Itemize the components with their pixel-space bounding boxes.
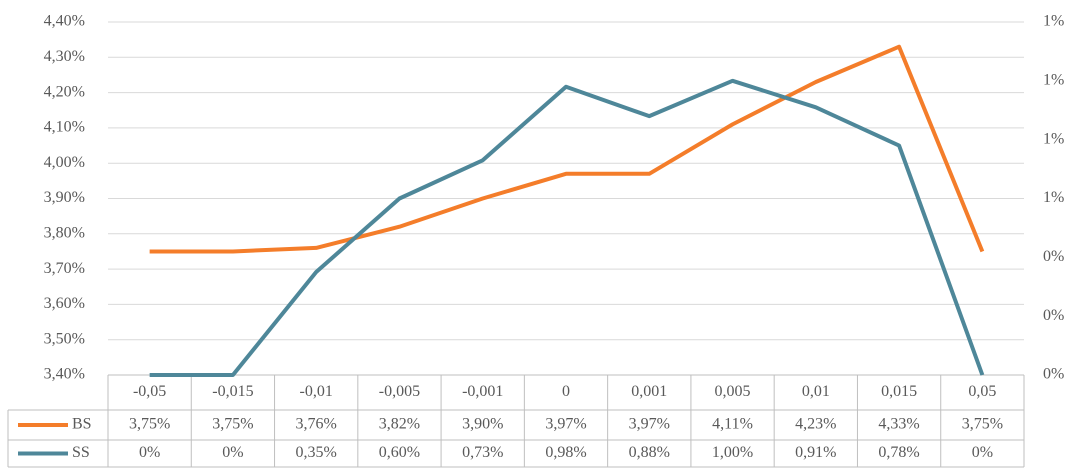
table-value: 0,91% [795, 444, 836, 461]
x-tick-label: -0,015 [212, 383, 253, 400]
y2-tick-label: 1% [1043, 72, 1064, 89]
table-value: 0% [222, 444, 243, 461]
x-tick-label: 0,015 [881, 383, 917, 400]
table-value: 0% [972, 444, 993, 461]
table-value: 3,75% [129, 416, 170, 433]
legend-label: BS [72, 416, 92, 433]
x-tick-label: 0 [562, 383, 570, 400]
y-tick-label: 4,20% [44, 83, 85, 100]
table-value: 4,11% [712, 416, 753, 433]
table-value: 3,82% [379, 416, 420, 433]
x-tick-label: -0,01 [300, 383, 333, 400]
table-value: 0,35% [296, 444, 337, 461]
y2-tick-label: 1% [1043, 130, 1064, 147]
y-tick-label: 3,80% [44, 224, 85, 241]
table-value: 0,78% [878, 444, 919, 461]
y2-tick-label: 0% [1043, 307, 1064, 324]
table-value: 3,76% [296, 416, 337, 433]
x-tick-label: 0,005 [715, 383, 751, 400]
y-tick-label: 3,40% [44, 366, 85, 383]
table-value: 3,75% [962, 416, 1003, 433]
x-tick-label: -0,005 [379, 383, 420, 400]
y-tick-label: 3,60% [44, 295, 85, 312]
table-value: 3,97% [629, 416, 670, 433]
x-tick-label: 0,01 [802, 383, 830, 400]
x-tick-label: -0,05 [133, 383, 166, 400]
y-tick-label: 4,00% [44, 154, 85, 171]
x-tick-label: -0,001 [462, 383, 503, 400]
table-value: 1,00% [712, 444, 753, 461]
table-value: 4,23% [795, 416, 836, 433]
table-value: 0,73% [462, 444, 503, 461]
y-tick-label: 4,40% [44, 13, 85, 30]
table-value: 0,60% [379, 444, 420, 461]
y-tick-label: 3,70% [44, 260, 85, 277]
y-tick-label: 4,30% [44, 48, 85, 65]
table-value: 0,98% [545, 444, 586, 461]
series-line [149, 44, 985, 254]
y2-tick-label: 1% [1043, 13, 1064, 30]
y2-tick-label: 0% [1043, 366, 1064, 383]
table-value: 3,97% [545, 416, 586, 433]
legend-label: SS [72, 444, 90, 461]
x-tick-label: 0,001 [631, 383, 667, 400]
table-value: 3,90% [462, 416, 503, 433]
x-tick-label: 0,05 [968, 383, 996, 400]
y-tick-label: 4,10% [44, 119, 85, 136]
table-value: 3,75% [212, 416, 253, 433]
table-value: 4,33% [878, 416, 919, 433]
y-tick-label: 3,50% [44, 330, 85, 347]
table-value: 0% [139, 444, 160, 461]
series-line [149, 78, 985, 377]
table-value: 0,88% [629, 444, 670, 461]
y2-tick-label: 0% [1043, 248, 1064, 265]
y-tick-label: 3,90% [44, 189, 85, 206]
y2-tick-label: 1% [1043, 189, 1064, 206]
